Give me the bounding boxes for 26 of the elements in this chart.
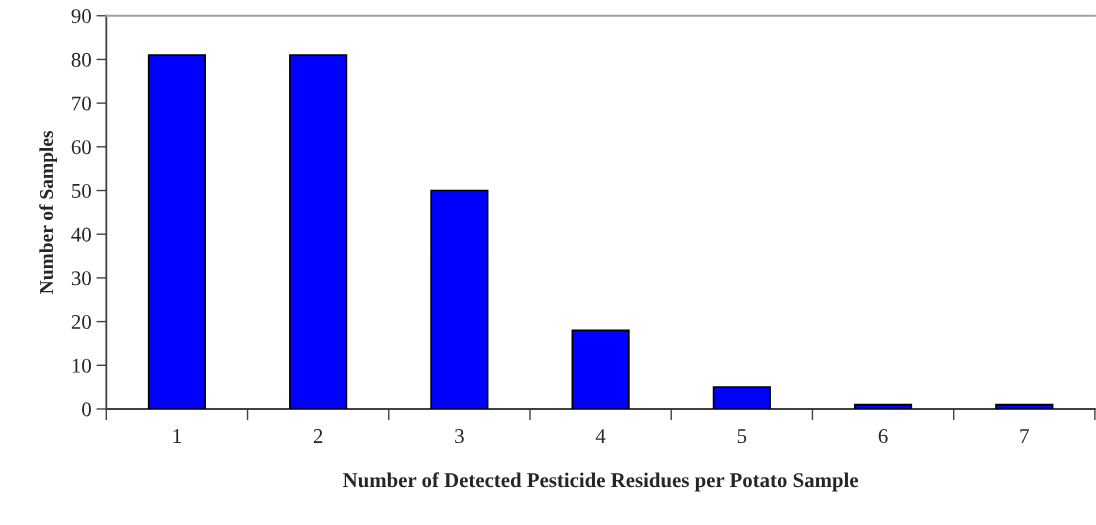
x-tick-label: 3 (455, 429, 464, 444)
x-tick-label: 2 (313, 429, 323, 443)
x-tick-label: 4 (595, 429, 606, 443)
bar (289, 54, 348, 409)
x-tick-label: 1 (173, 429, 181, 443)
bar (995, 403, 1054, 409)
y-tick-label: 50 (72, 183, 91, 198)
y-tick-label: 70 (72, 96, 91, 111)
y-tick-label: 60 (71, 140, 91, 155)
y-tick-label: 90 (71, 9, 91, 24)
bar (430, 189, 489, 409)
y-tick-label: 40 (71, 227, 91, 242)
bar (853, 403, 913, 409)
y-tick-label: 20 (71, 314, 91, 330)
y-tick-label: 0 (82, 402, 91, 417)
y-tick-label: 10 (72, 358, 91, 373)
y-axis-title: Number of Samples (39, 130, 58, 294)
bar (147, 54, 207, 409)
x-axis-title: Number of Detected Pesticide Residues per Potato Sample (343, 472, 859, 492)
bar (712, 386, 771, 409)
bar (571, 329, 630, 409)
x-tick-label: 6 (878, 429, 888, 444)
y-tick-label: 80 (71, 52, 91, 67)
y-tick-label: 30 (71, 271, 91, 286)
x-tick-label: 5 (737, 429, 747, 444)
x-tick-label: 7 (1020, 429, 1029, 443)
